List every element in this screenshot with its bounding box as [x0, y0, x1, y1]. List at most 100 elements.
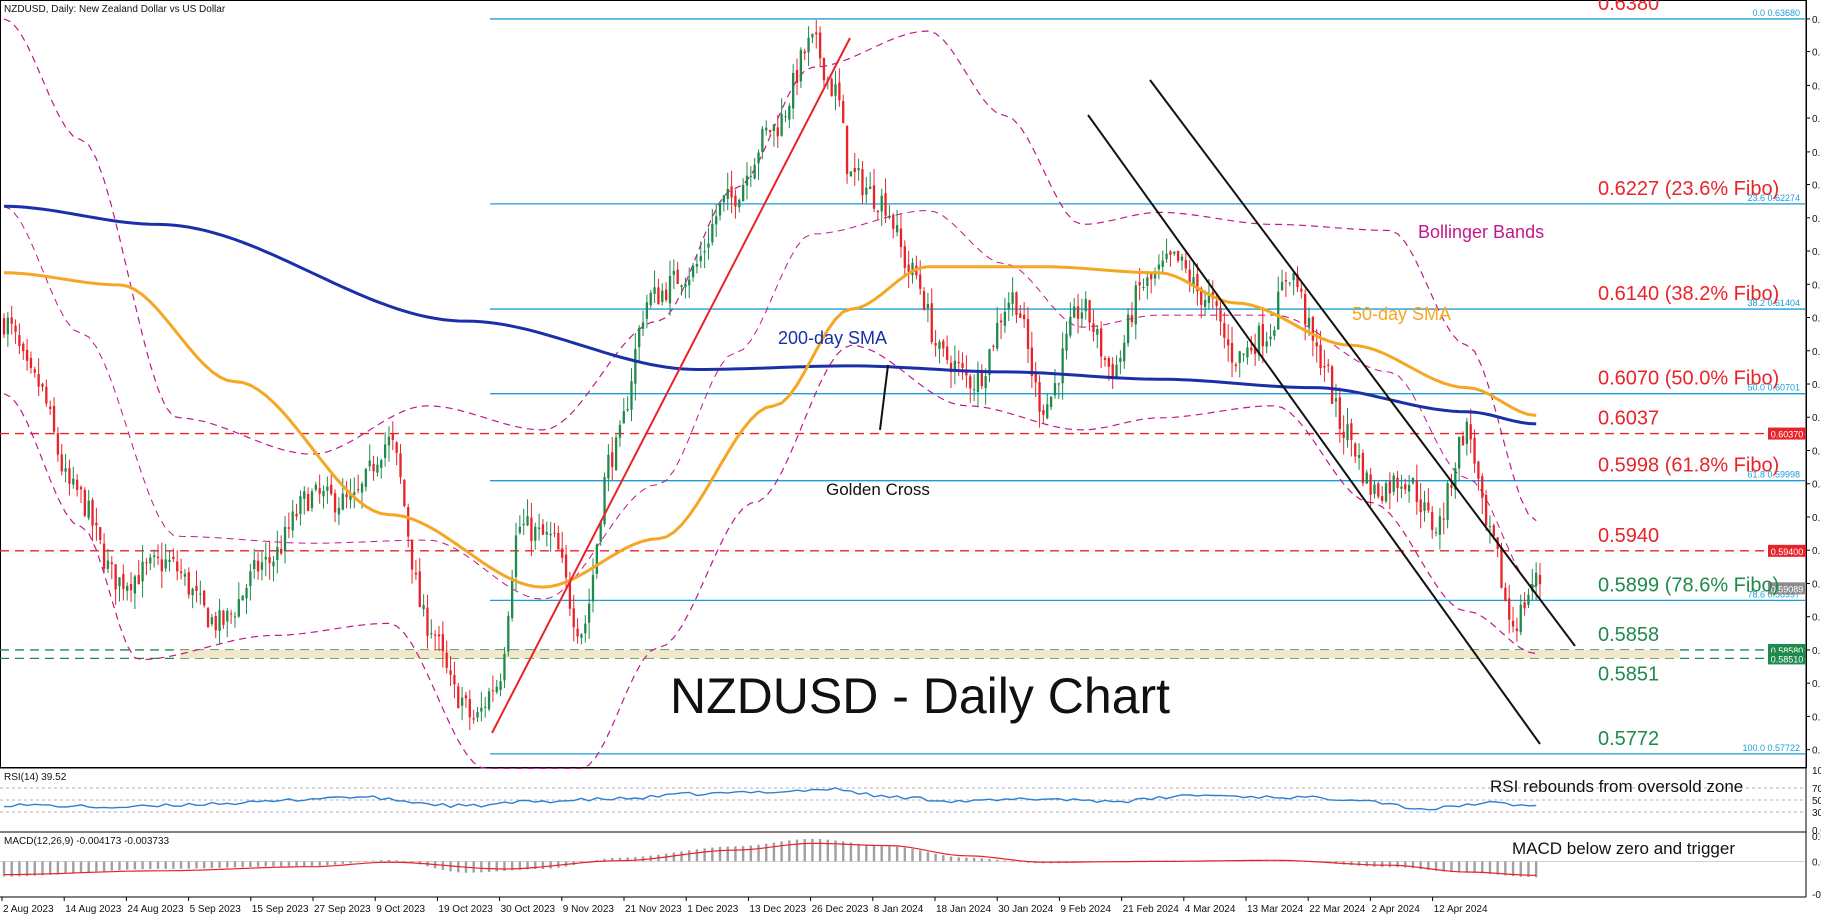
candle-body: [911, 262, 914, 276]
support-zone-band: [180, 649, 1680, 659]
macd-histogram-bar: [326, 861, 329, 866]
candle-body: [441, 634, 445, 652]
candle-body: [892, 214, 895, 229]
chart-title: NZDUSD - Daily Chart: [670, 668, 1170, 724]
candle-body: [1534, 572, 1538, 587]
macd-histogram-bar: [818, 839, 822, 862]
candle-body: [56, 433, 60, 455]
candle-body: [1134, 285, 1137, 325]
candle-body: [1292, 272, 1295, 281]
candle-body: [730, 186, 733, 198]
time-tick-label: 8 Jan 2024: [874, 904, 924, 915]
candle-body: [64, 468, 67, 472]
macd-histogram-bar: [1019, 861, 1022, 863]
candle-body: [715, 216, 718, 225]
candle-body: [422, 605, 425, 610]
candle-body: [25, 349, 29, 361]
candle-body: [1073, 306, 1076, 318]
candle-body: [1342, 431, 1345, 438]
macd-histogram-bar: [2, 861, 6, 877]
macd-histogram-bar: [1011, 861, 1014, 863]
candle-body: [992, 345, 995, 347]
candle-body: [241, 595, 244, 601]
candle-body: [1280, 281, 1284, 291]
candle-body: [283, 526, 287, 552]
candle-body: [1103, 357, 1107, 360]
candle-body: [110, 562, 113, 565]
candle-body: [1350, 423, 1353, 440]
candle-body: [718, 202, 722, 216]
candle-body: [576, 628, 579, 637]
candle-body: [1196, 274, 1199, 292]
candle-body: [622, 411, 625, 424]
candle-body: [653, 287, 656, 294]
candle-body: [222, 610, 225, 625]
candle-body: [1157, 264, 1161, 270]
candle-body: [1473, 437, 1476, 464]
macd-histogram-bar: [911, 848, 914, 862]
macd-histogram-bar: [56, 861, 60, 875]
candle-body: [1300, 288, 1303, 292]
candle-body: [765, 127, 768, 131]
macd-histogram-bar: [1373, 861, 1376, 867]
candle-body: [1411, 477, 1415, 484]
candle-body: [341, 493, 344, 510]
price-badge: [1768, 427, 1806, 440]
candle-body: [1273, 330, 1276, 336]
price-tick-label: 0.59955: [1812, 480, 1821, 491]
macd-histogram-bar: [626, 857, 629, 862]
candle-body: [865, 187, 868, 195]
candle-body: [1361, 452, 1365, 484]
macd-histogram-bar: [495, 861, 498, 872]
candle-body: [256, 560, 260, 572]
sma200-line: [3, 204, 1537, 426]
candle-body: [260, 562, 264, 570]
candle-body: [976, 372, 980, 393]
candle-body: [699, 255, 702, 262]
time-tick-label: 13 Mar 2024: [1247, 904, 1304, 915]
candle-body: [549, 533, 552, 536]
candle-body: [792, 72, 795, 109]
price-badge-text: 0.60370: [1771, 430, 1804, 440]
macd-histogram-bar: [503, 861, 506, 871]
level-label: 0.5851: [1598, 663, 1659, 685]
macd-histogram-bar: [1511, 861, 1515, 877]
candle-body: [326, 486, 329, 491]
macd-histogram-bar: [1434, 861, 1438, 871]
candle-body: [1384, 483, 1388, 502]
candle-body: [1065, 333, 1068, 351]
candle-body: [630, 381, 633, 410]
candle-body: [337, 507, 341, 515]
candle-body: [965, 370, 968, 376]
macd-histogram-bar: [164, 861, 167, 869]
macd-histogram-bar: [803, 839, 806, 862]
candle-body: [380, 460, 383, 468]
candle-body: [1138, 282, 1141, 286]
candle-body: [1242, 353, 1245, 355]
sma50-label: 50-day SMA: [1352, 304, 1451, 324]
time-tick-label: 12 Apr 2024: [1434, 904, 1488, 915]
candle-body: [1026, 318, 1030, 349]
macd-histogram-bar: [757, 844, 760, 862]
candle-body: [99, 527, 102, 540]
price-tick-label: 0.63250: [1812, 81, 1821, 92]
candle-body: [453, 675, 456, 685]
candle-body: [1515, 628, 1519, 632]
candle-body: [414, 572, 418, 575]
candle-body: [149, 557, 152, 564]
fibo-level-tag: 0.0 0.63680: [1752, 8, 1800, 18]
candle-body: [1277, 291, 1280, 330]
candle-body: [41, 383, 44, 387]
macd-histogram-bar: [179, 861, 183, 869]
level-label: 0.5772: [1598, 728, 1659, 750]
candle-body: [980, 371, 983, 387]
candle-body: [799, 49, 803, 82]
candle-body: [661, 290, 664, 303]
level-lines: 0.0 0.63680 23.6 0.62274 38.2 0.61404 50.0 …: [0, 8, 1805, 755]
candle-body: [1115, 364, 1118, 380]
candle-body: [210, 617, 214, 625]
macd-histogram-bar: [1388, 861, 1392, 868]
macd-histogram-bar: [287, 861, 291, 867]
macd-histogram-bar: [611, 857, 614, 862]
